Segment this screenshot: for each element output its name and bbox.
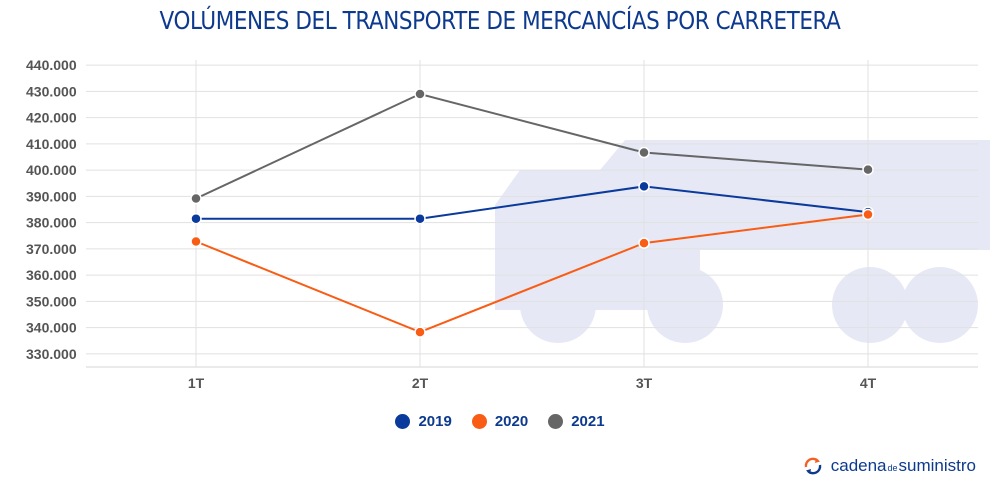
- series-line-2020: [195, 213, 869, 334]
- y-tick-label: 330.000: [26, 346, 77, 362]
- y-axis: 330.000 340.000 350.000 360.000 370.000 380.0…: [26, 57, 77, 362]
- truck-wheel: [832, 267, 908, 343]
- series-line-2021: [195, 92, 869, 200]
- refresh-arrows-icon: [804, 457, 821, 475]
- y-tick-label: 400.000: [26, 162, 77, 178]
- legend-marker-0: [395, 414, 411, 429]
- truck-wheel: [647, 267, 723, 343]
- legend-item-2[interactable]: 2021: [548, 413, 605, 430]
- y-tick-label: 340.000: [26, 320, 77, 336]
- y-tick-label: 440.000: [26, 57, 77, 73]
- y-tick-label: 390.000: [26, 188, 77, 204]
- truck-body: [495, 140, 990, 310]
- brand-word-3: suministro: [898, 456, 976, 475]
- data-point-2020-1T: [190, 235, 202, 248]
- data-point-2021-3T: [638, 146, 650, 159]
- brand-word-2: de: [887, 463, 898, 473]
- data-point-2020-3T: [638, 237, 650, 249]
- chart-title: VOLÚMENES DEL TRANSPORTE DE MERCANCÍAS P…: [159, 6, 841, 35]
- data-point-2019-1T: [190, 212, 202, 225]
- legend-item-1[interactable]: 2020: [471, 413, 529, 430]
- legend-marker-1: [471, 414, 487, 429]
- x-tick-label: 1T: [188, 375, 205, 391]
- legend-label-0: 2019: [418, 413, 452, 430]
- data-point-2020-4T: [862, 208, 874, 221]
- truck-wheel: [520, 267, 596, 343]
- legend-label-2: 2021: [571, 413, 605, 430]
- y-tick-label: 370.000: [26, 241, 77, 257]
- y-tick-label: 410.000: [26, 136, 77, 152]
- legend-marker-2: [548, 414, 564, 429]
- data-point-2020-2T: [414, 326, 426, 338]
- legend: 2019 2020 2021: [0, 413, 1000, 430]
- legend-item-0[interactable]: 2019: [395, 413, 452, 430]
- data-point-2019-2T: [414, 212, 426, 225]
- legend-label-1: 2020: [494, 413, 529, 430]
- series-line-2019: [196, 185, 869, 220]
- y-tick-label: 350.000: [26, 293, 77, 309]
- y-tick-label: 420.000: [26, 110, 77, 126]
- data-point-2021-2T: [414, 88, 426, 100]
- brand-word-1: cadena: [830, 456, 887, 475]
- x-axis: 1T 2T 3T 4T: [188, 375, 877, 391]
- x-tick-label: 2T: [412, 375, 429, 391]
- y-tick-label: 360.000: [26, 267, 77, 283]
- series-points: [190, 88, 874, 338]
- data-point-2019-3T: [638, 180, 650, 193]
- truck-wheel: [902, 267, 978, 343]
- x-tick-label: 3T: [636, 375, 653, 391]
- brand-logo: cadena de suministro: [803, 456, 976, 476]
- x-tick-label: 4T: [860, 375, 877, 391]
- y-tick-label: 380.000: [26, 215, 77, 231]
- data-point-2021-1T: [190, 192, 202, 205]
- truck-icon: [495, 140, 990, 343]
- series-lines: [195, 92, 869, 334]
- y-tick-label: 430.000: [26, 83, 77, 99]
- data-point-2021-4T: [862, 163, 874, 176]
